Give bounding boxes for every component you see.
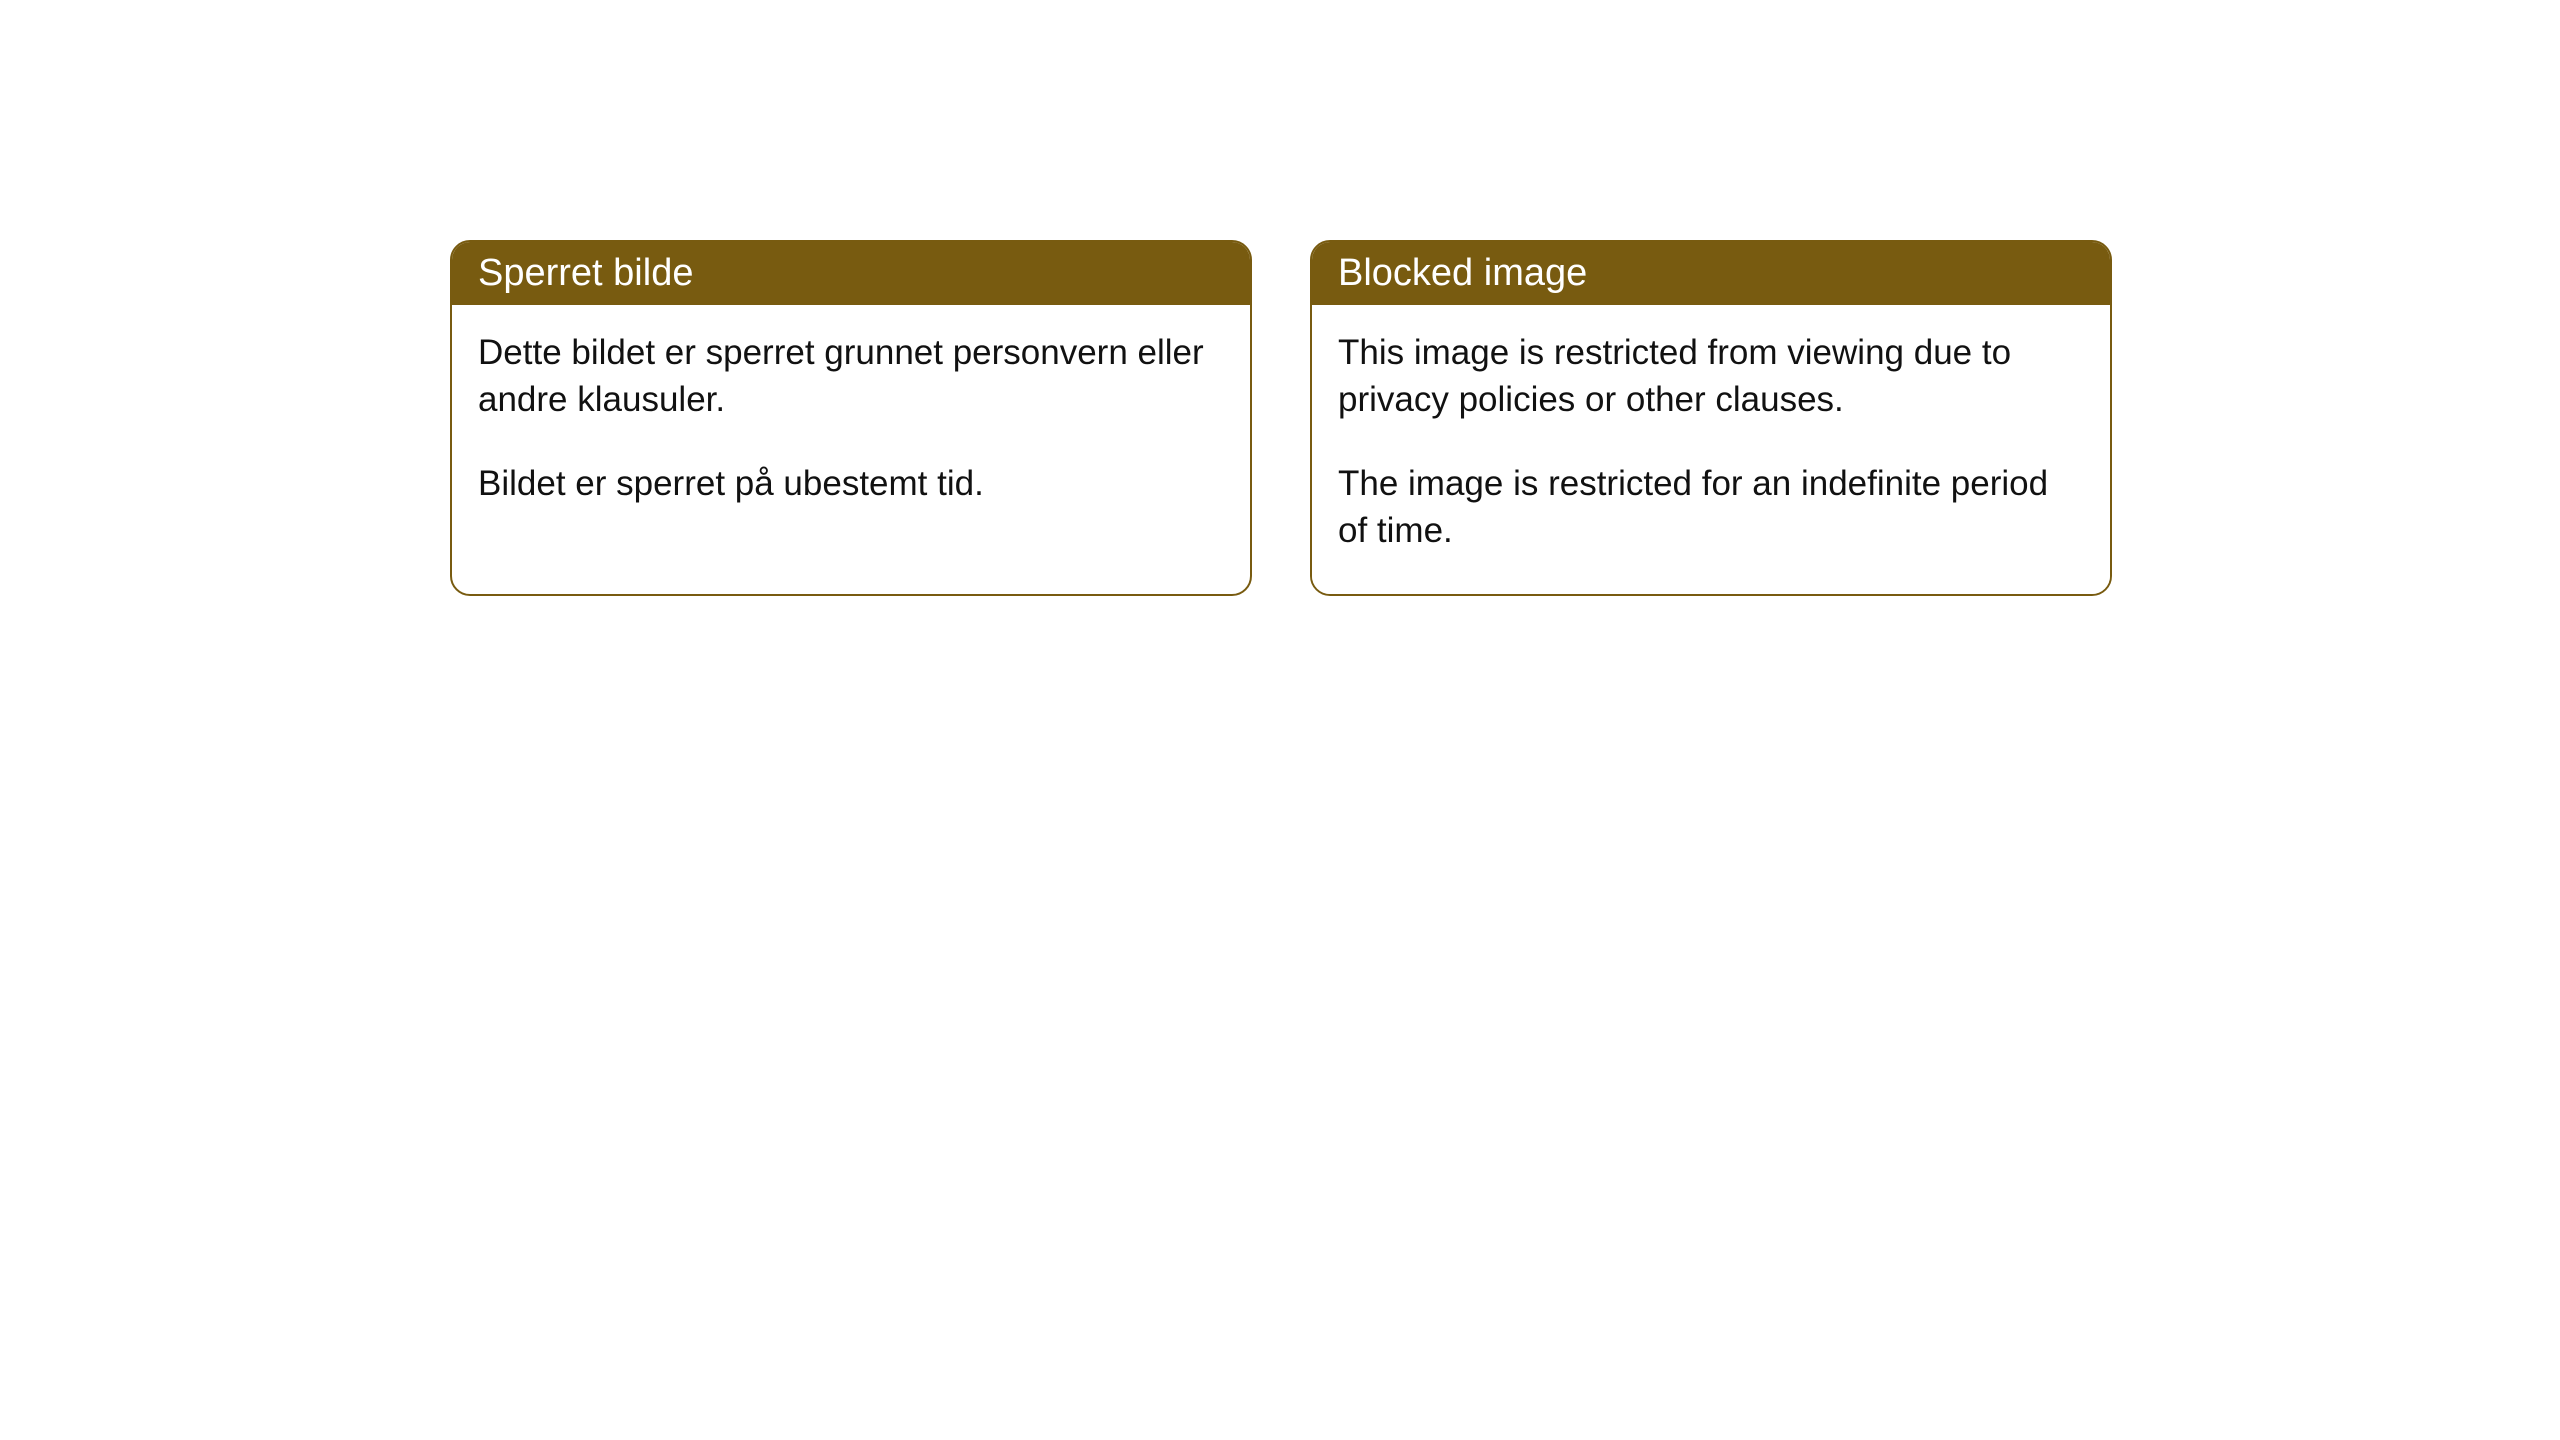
notice-paragraph-1-norwegian: Dette bildet er sperret grunnet personve… [478, 329, 1224, 424]
card-header-norwegian: Sperret bilde [452, 242, 1250, 305]
card-header-english: Blocked image [1312, 242, 2110, 305]
notice-cards-container: Sperret bilde Dette bildet er sperret gr… [450, 240, 2560, 596]
card-body-english: This image is restricted from viewing du… [1312, 305, 2110, 594]
card-body-norwegian: Dette bildet er sperret grunnet personve… [452, 305, 1250, 547]
blocked-image-card-english: Blocked image This image is restricted f… [1310, 240, 2112, 596]
blocked-image-card-norwegian: Sperret bilde Dette bildet er sperret gr… [450, 240, 1252, 596]
notice-paragraph-1-english: This image is restricted from viewing du… [1338, 329, 2084, 424]
notice-paragraph-2-english: The image is restricted for an indefinit… [1338, 460, 2084, 555]
notice-paragraph-2-norwegian: Bildet er sperret på ubestemt tid. [478, 460, 1224, 507]
